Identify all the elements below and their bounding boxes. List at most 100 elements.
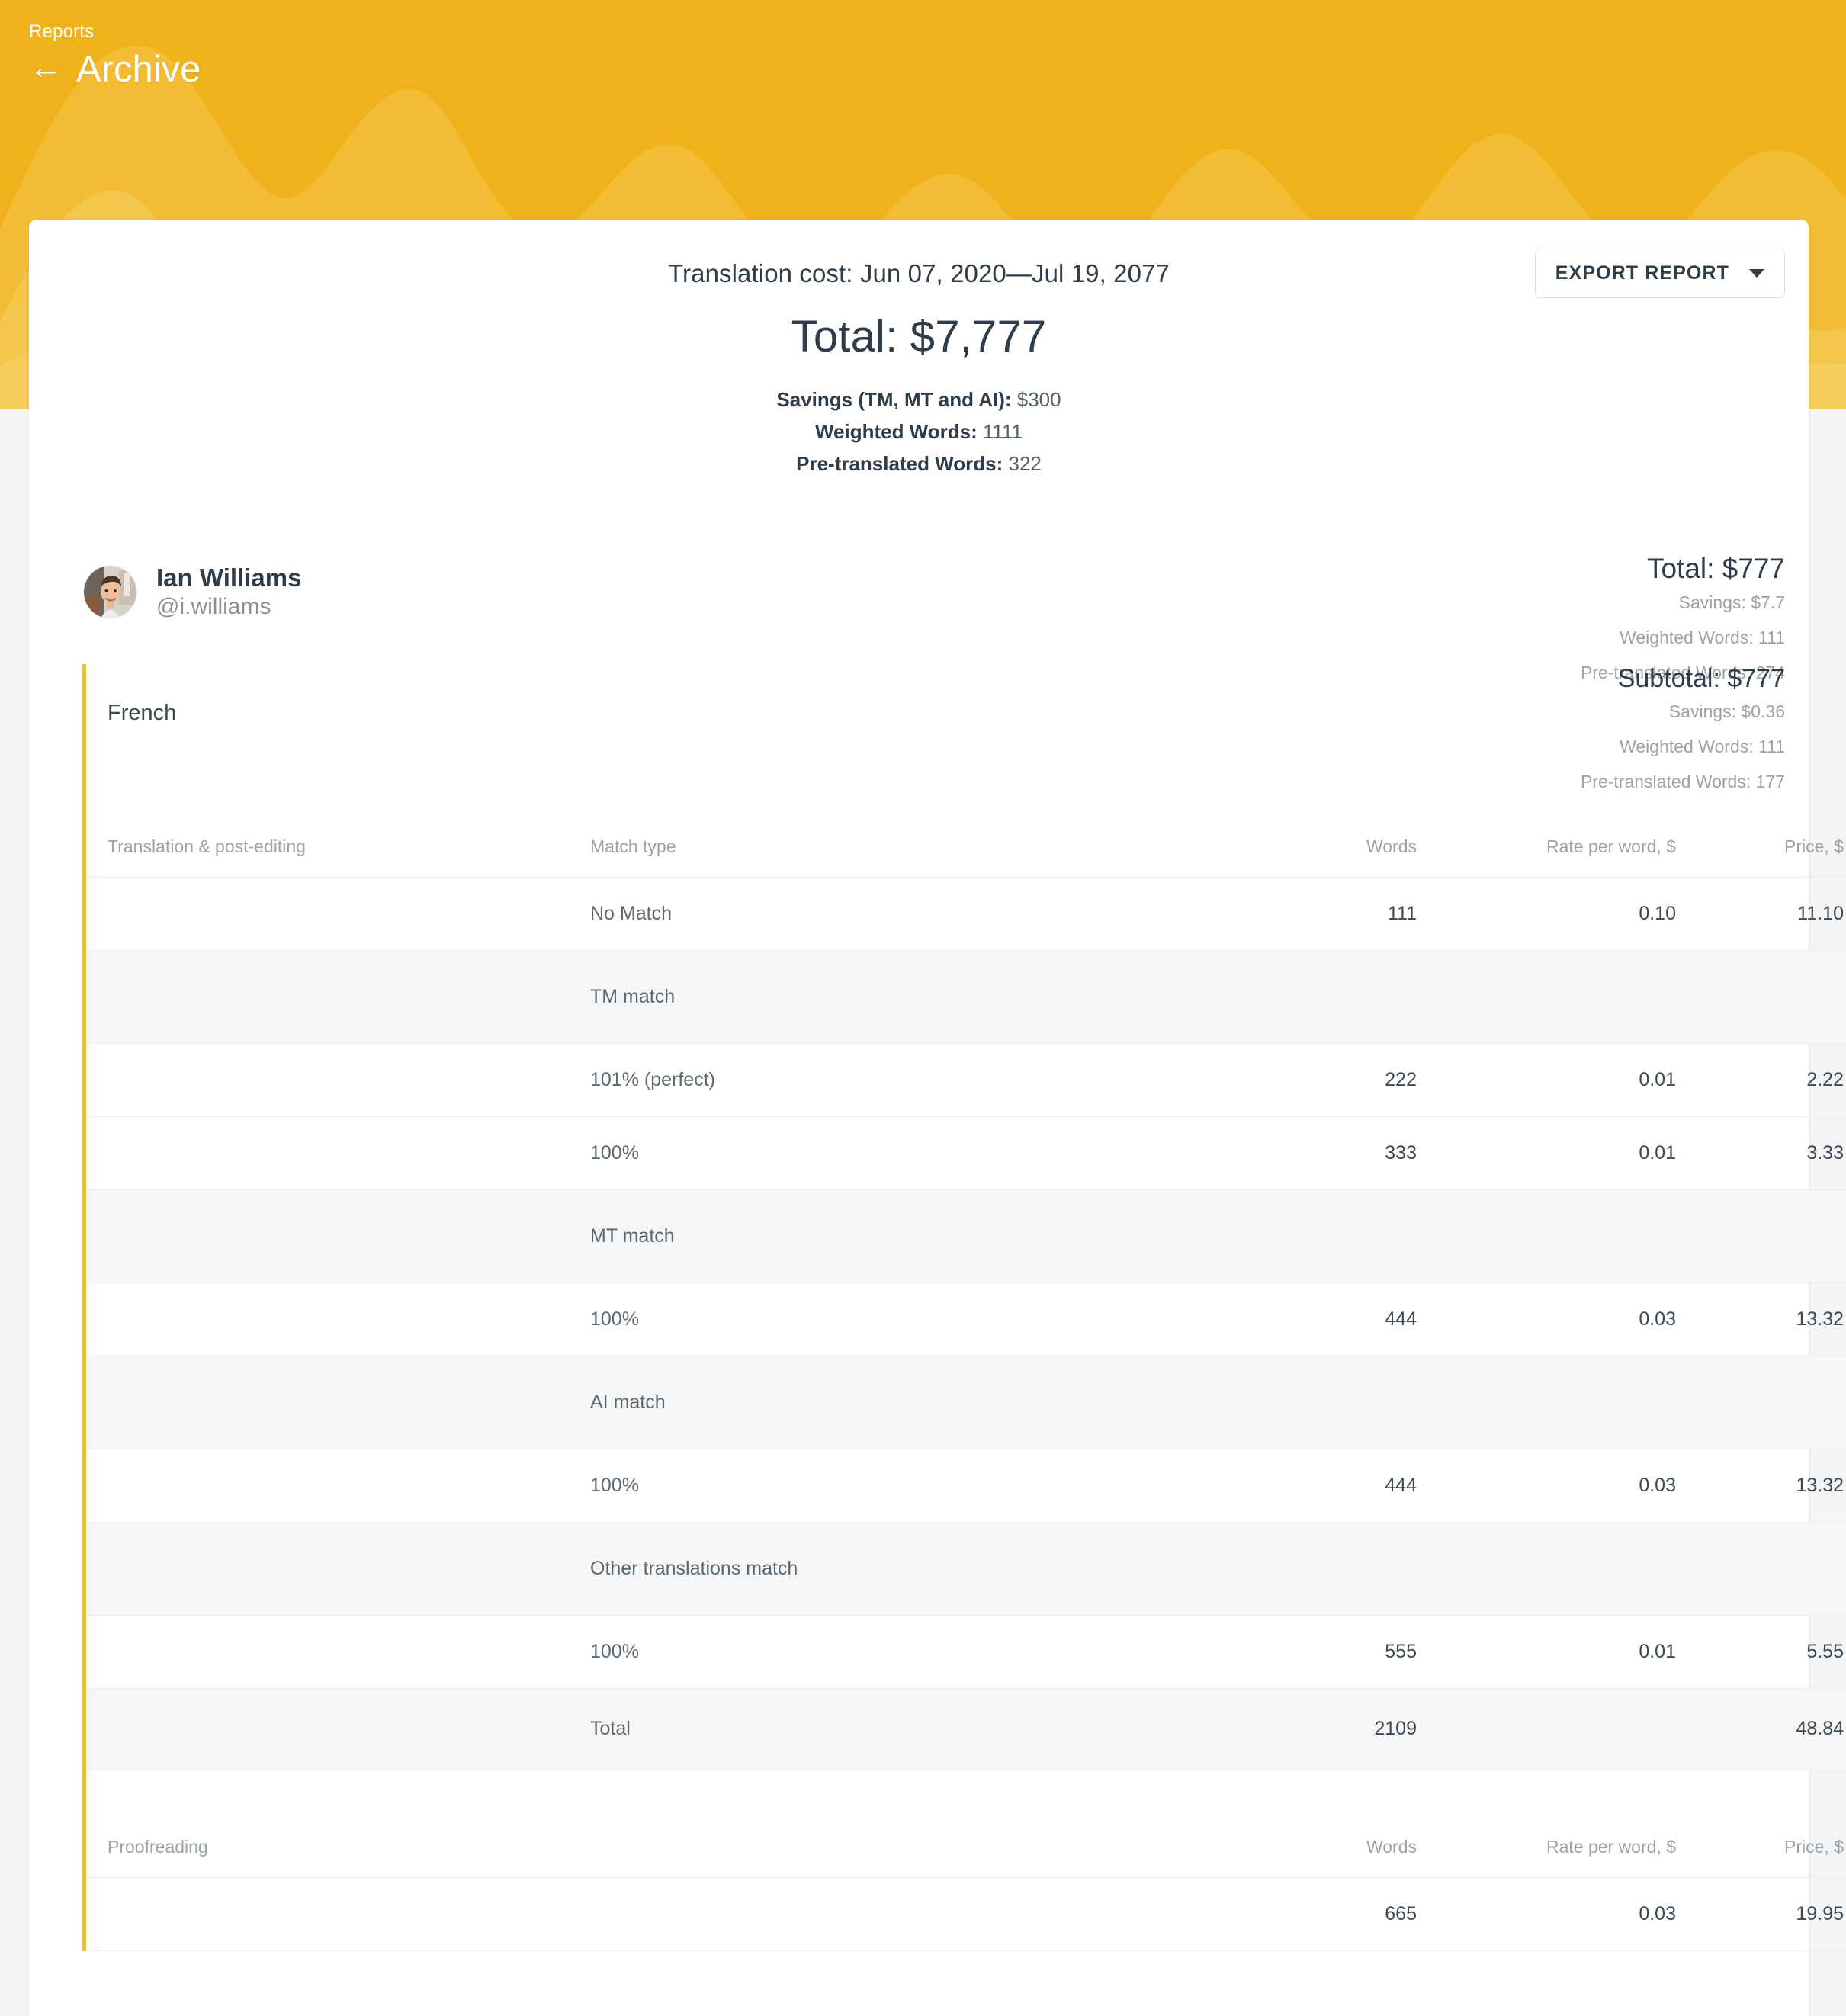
summary-pretranslated-label: Pre-translated Words: (796, 452, 1003, 475)
cell-price (1676, 950, 1846, 1045)
page-title-text: Archive (76, 49, 201, 90)
proofreading-section: Proofreading Words Rate per word, $ Pric… (86, 1826, 1846, 1952)
cell-words (1218, 1356, 1417, 1450)
language-header: French Subtotal: $777 Savings: $0.36 Wei… (86, 664, 1809, 826)
cell-service (86, 1116, 569, 1191)
cell-price: 2.22 (1676, 1043, 1846, 1118)
cell-rate (1417, 1688, 1676, 1770)
language-name: French (108, 701, 177, 726)
cell-price (1676, 1522, 1846, 1616)
user-weighted-words: Weighted Words: 111 (1620, 628, 1785, 647)
chevron-down-icon[interactable] (1749, 269, 1764, 278)
summary-weighted-words: Weighted Words: 1111 (29, 416, 1809, 448)
cell-service (86, 877, 569, 952)
language-subtotal: Subtotal: $777 (1617, 664, 1785, 694)
table-row: No Match 111 0.10 11.10 (86, 877, 1846, 952)
cell-rate (1417, 950, 1676, 1045)
table-row: 100% 444 0.03 13.32 (86, 1282, 1846, 1357)
language-subtotals: Subtotal: $777 Savings: $0.36 Weighted W… (1581, 664, 1785, 799)
cell-match-type: Total (569, 1688, 1218, 1770)
cell-service (86, 1615, 569, 1690)
table-row: 100% 333 0.01 3.33 (86, 1116, 1846, 1191)
cell-rate: 0.03 (1417, 1877, 1676, 1952)
user-summary-block: Ian Williams @i.williams Total: $777 Sav… (29, 553, 1809, 682)
cell-price: 19.95 (1676, 1877, 1846, 1952)
th-match-type: Match type (569, 826, 1218, 878)
cell-price: 48.84 (1676, 1688, 1846, 1770)
th-price: Price, $ (1676, 826, 1846, 878)
cell-price (1676, 1356, 1846, 1450)
cell-words: 111 (1218, 877, 1417, 952)
user-handle: @i.williams (156, 593, 271, 619)
cell-match-type: 100% (569, 1615, 1218, 1690)
cell-words (1218, 950, 1417, 1045)
cell-price: 3.33 (1676, 1116, 1846, 1191)
summary-savings-label: Savings (TM, MT and AI): (776, 388, 1012, 411)
table-row: TM match (86, 950, 1846, 1045)
user-text: Ian Williams @i.williams (156, 563, 301, 620)
cell-rate: 0.03 (1417, 1282, 1676, 1357)
cell-rate (1417, 1522, 1676, 1616)
cell-service (86, 1877, 569, 1952)
th-spacer (569, 1826, 1218, 1879)
user-identity[interactable]: Ian Williams @i.williams (53, 563, 1785, 620)
table-row: 665 0.03 19.95 (86, 1877, 1846, 1952)
translation-table-head: Translation & post-editing Match type Wo… (86, 826, 1846, 878)
summary-weighted-value: 1111 (982, 420, 1023, 443)
page-title: ← Archive (29, 48, 201, 91)
table-row: 101% (perfect) 222 0.01 2.22 (86, 1043, 1846, 1118)
th-proofreading: Proofreading (86, 1826, 569, 1879)
cell-match-type: 100% (569, 1282, 1218, 1357)
back-arrow-icon[interactable]: ← (29, 49, 63, 86)
summary-weighted-label: Weighted Words: (814, 420, 978, 443)
table-header-row: Proofreading Words Rate per word, $ Pric… (86, 1826, 1846, 1879)
cell-rate: 0.01 (1417, 1043, 1676, 1118)
language-savings: Savings: $0.36 (1668, 701, 1785, 722)
cell-price: 5.55 (1676, 1615, 1846, 1690)
cell-service (86, 1282, 569, 1357)
translation-table-body: No Match 111 0.10 11.10 TM match 101% (perfec… (86, 877, 1846, 1770)
breadcrumb[interactable]: Reports (29, 21, 95, 42)
table-row: AI match (86, 1356, 1846, 1450)
cell-price: 13.32 (1676, 1282, 1846, 1357)
cell-words: 222 (1218, 1043, 1417, 1118)
table-header-row: Translation & post-editing Match type Wo… (86, 826, 1846, 878)
th-words: Words (1218, 826, 1417, 878)
cell-match-type (569, 1877, 1218, 1952)
language-section-french: French Subtotal: $777 Savings: $0.36 Wei… (82, 664, 1846, 1952)
table-row: 100% 555 0.01 5.55 (86, 1615, 1846, 1690)
th-rate: Rate per word, $ (1417, 1826, 1676, 1879)
cell-rate (1417, 1189, 1676, 1284)
export-report-label: EXPORT REPORT (1555, 262, 1729, 284)
cell-service (86, 1356, 569, 1450)
cell-words: 665 (1218, 1877, 1417, 1952)
summary-savings-value: $300 (1016, 388, 1061, 411)
th-price: Price, $ (1676, 1826, 1846, 1879)
th-service: Translation & post-editing (86, 826, 569, 878)
table-row: Total 2109 48.84 (86, 1688, 1846, 1770)
report-period: Translation cost: Jun 07, 2020—Jul 19, 2… (668, 259, 1170, 287)
cell-service (86, 1522, 569, 1616)
cell-rate: 0.01 (1417, 1615, 1676, 1690)
report-card: Translation cost: Jun 07, 2020—Jul 19, 2… (29, 220, 1846, 2016)
export-report-button[interactable]: EXPORT REPORT (1534, 249, 1785, 298)
report-grand-total: Total: $7,777 (791, 312, 1047, 361)
report-summary: Translation cost: Jun 07, 2020—Jul 19, 2… (29, 220, 1809, 480)
cell-words: 2109 (1218, 1688, 1417, 1770)
cell-words: 555 (1218, 1615, 1417, 1690)
cell-rate: 0.03 (1417, 1449, 1676, 1523)
summary-savings: Savings (TM, MT and AI): $300 (29, 384, 1809, 416)
table-row: MT match (86, 1189, 1846, 1284)
cell-words: 444 (1218, 1449, 1417, 1523)
cell-words: 333 (1218, 1116, 1417, 1191)
user-totals: Total: $777 Savings: $7.7 Weighted Words… (1581, 553, 1785, 690)
cell-match-type: Other translations match (569, 1522, 1218, 1616)
cell-rate: 0.10 (1417, 877, 1676, 952)
user-total: Total: $777 (1646, 553, 1785, 584)
cell-rate: 0.01 (1417, 1116, 1676, 1191)
report-summary-lines: Savings (TM, MT and AI): $300 Weighted W… (29, 384, 1809, 480)
avatar-photo (84, 565, 136, 618)
avatar (84, 565, 136, 618)
proofreading-table-body: 665 0.03 19.95 (86, 1877, 1846, 1952)
cell-words (1218, 1522, 1417, 1616)
